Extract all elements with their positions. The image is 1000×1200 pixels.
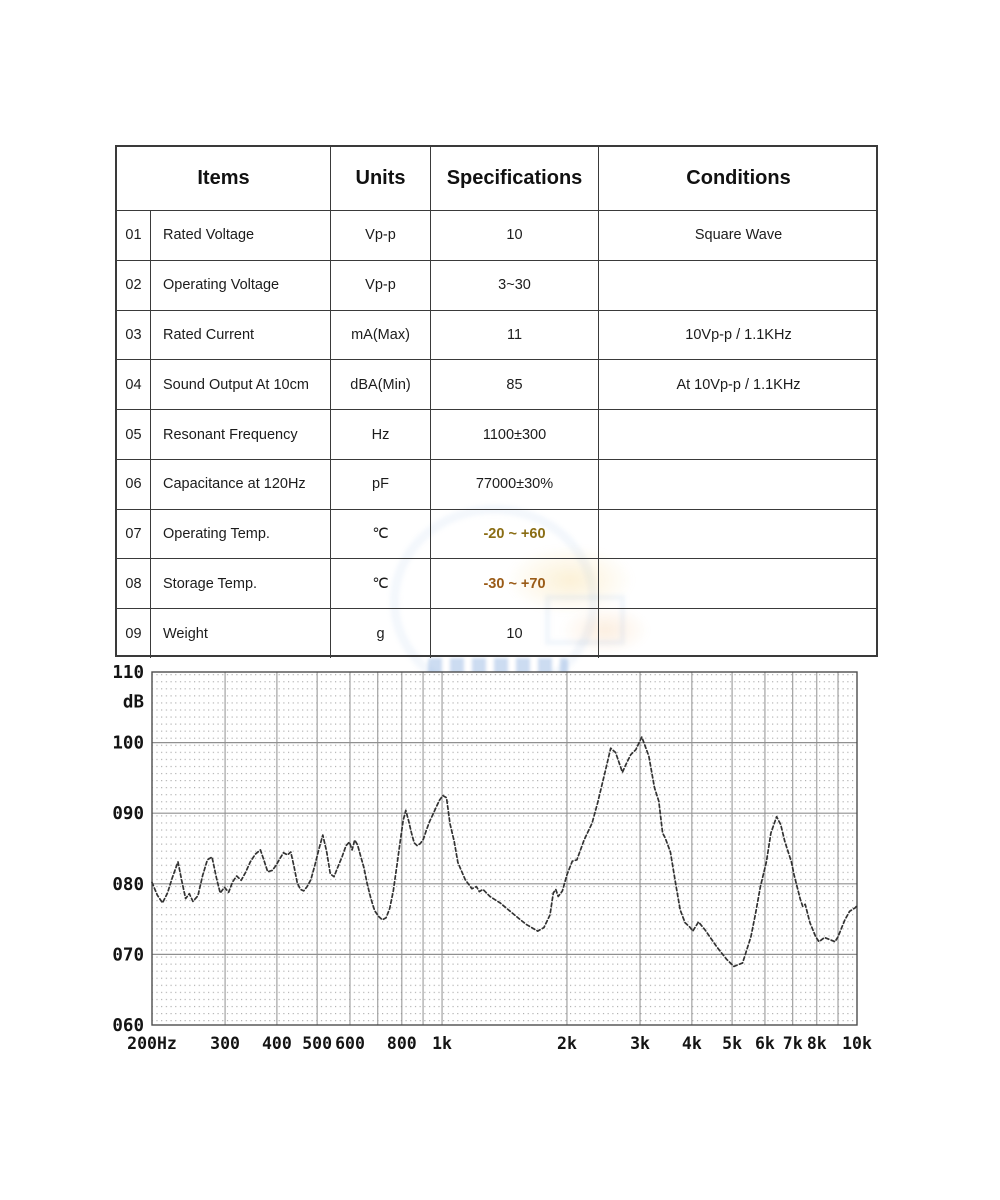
y-tick-label: 090	[112, 804, 144, 824]
header-items: Items	[117, 147, 331, 210]
x-tick-label: 1k	[432, 1034, 452, 1053]
table-cell-item: Operating Temp.	[151, 509, 331, 559]
x-tick-label: 3k	[630, 1034, 650, 1053]
table-cell-spec: 10	[431, 211, 599, 260]
table-row: 01 Rated Voltage Vp-p 10 Square Wave	[117, 211, 876, 261]
x-tick-label: 400	[262, 1034, 292, 1053]
table-cell-spec: 85	[431, 360, 599, 410]
spec-table-body: 01 Rated Voltage Vp-p 10 Square Wave 02 Operat…	[117, 211, 878, 659]
table-cell-cond	[599, 261, 878, 310]
table-row: 09 Weight g 10	[117, 609, 878, 659]
table-cell-cond	[599, 460, 878, 509]
x-tick-label: 2k	[557, 1034, 577, 1053]
table-cell-spec: -20 ~ +60	[431, 509, 599, 559]
table-cell-no: 02	[117, 260, 151, 310]
table-cell-cond: Square Wave	[694, 227, 783, 244]
table-cell-unit: g	[331, 609, 431, 659]
table-cell-spec: -30 ~ +70	[431, 559, 599, 609]
table-cell-item: Weight	[151, 609, 331, 659]
table-cell-no: 03	[117, 310, 151, 360]
table-row: 06 Capacitance at 120Hz pF 77000±30%	[117, 459, 878, 510]
table-cell-no: 07	[117, 509, 151, 559]
table-cell-item: Capacitance at 120Hz	[151, 459, 331, 509]
plot-dot-grid	[152, 672, 857, 1025]
table-cell-unit: Vp-p	[331, 260, 431, 310]
table-cell-no: 06	[117, 459, 151, 509]
x-tick-label: 7k	[783, 1034, 803, 1053]
frequency-response-chart: 110 dB 100 090 080 070 060 200Hz 300 400 500 600 800…	[100, 660, 890, 1070]
table-cell-spec: 3~30	[431, 260, 599, 310]
x-tick-label: 4k	[682, 1034, 702, 1053]
plot-frame	[151, 671, 858, 1026]
y-tick-label: 110	[112, 663, 144, 683]
x-tick-label: 200Hz	[127, 1034, 177, 1053]
table-cell-unit: Vp-p	[331, 211, 431, 260]
table-cell-spec: 10	[431, 609, 599, 659]
table-cell-item: Operating Voltage	[151, 260, 331, 310]
y-tick-label: dB	[123, 693, 144, 713]
table-row: 03 Rated Current mA(Max) 11 10Vp-p / 1.1KHz	[117, 310, 876, 361]
y-tick-label: 060	[112, 1016, 144, 1036]
y-tick-label: 070	[112, 945, 144, 965]
x-tick-label: 10k	[842, 1034, 872, 1053]
table-cell-no: 05	[117, 410, 151, 459]
table-cell-spec: 77000±30%	[431, 459, 599, 509]
table-cell-item: Resonant Frequency	[151, 410, 331, 459]
table-cell-item: Rated Voltage	[151, 211, 331, 260]
table-cell-unit: pF	[331, 459, 431, 509]
x-tick-label: 300	[210, 1034, 240, 1053]
table-cell-cond	[599, 410, 878, 459]
x-tick-label: 6k	[755, 1034, 775, 1053]
table-cell-cond	[599, 510, 878, 559]
table-row: 07 Operating Temp. ℃ -20 ~ +60	[117, 509, 878, 560]
header-units: Units	[331, 147, 431, 210]
table-cell-cond: At 10Vp-p / 1.1KHz	[676, 376, 801, 393]
y-tick-label: 100	[112, 734, 144, 754]
table-cell-unit: Hz	[331, 410, 431, 459]
table-cell-no: 08	[117, 559, 151, 609]
header-conditions: Conditions	[686, 167, 791, 189]
spec-table: Items Units Specifications Conditions 01…	[115, 145, 878, 659]
table-cell-spec: 11	[431, 310, 599, 360]
table-cell-unit: mA(Max)	[331, 310, 431, 360]
table-cell-unit: ℃	[331, 559, 431, 609]
y-tick-label: 080	[112, 875, 144, 895]
table-row: 04 Sound Output At 10cm dBA(Min) 85 At 10Vp-…	[117, 360, 876, 411]
x-tick-label: 5k	[722, 1034, 742, 1053]
table-cell-no: 09	[117, 609, 151, 659]
table-row: 08 Storage Temp. ℃ -30 ~ +70	[117, 559, 878, 610]
spec-table-header: Items Units Specifications Conditions	[117, 147, 876, 211]
table-cell-no: 04	[117, 360, 151, 410]
table-cell-cond	[599, 609, 878, 658]
table-cell-spec: 1100±300	[431, 410, 599, 459]
table-cell-item: Sound Output At 10cm	[151, 360, 331, 410]
x-tick-label: 600	[335, 1034, 365, 1053]
table-cell-item: Rated Current	[151, 310, 331, 360]
table-cell-unit: ℃	[331, 509, 431, 559]
table-cell-cond	[599, 559, 878, 608]
header-specifications: Specifications	[431, 147, 599, 210]
table-cell-unit: dBA(Min)	[331, 360, 431, 410]
x-tick-label: 500	[302, 1034, 332, 1053]
spl-curve	[151, 736, 858, 968]
table-row: 02 Operating Voltage Vp-p 3~30	[117, 260, 878, 311]
table-row: 05 Resonant Frequency Hz 1100±300	[117, 410, 876, 460]
x-tick-label: 800	[387, 1034, 417, 1053]
x-tick-label: 8k	[807, 1034, 827, 1053]
table-cell-item: Storage Temp.	[151, 559, 331, 609]
table-cell-no: 01	[117, 211, 151, 260]
table-cell-cond: 10Vp-p / 1.1KHz	[685, 326, 792, 343]
